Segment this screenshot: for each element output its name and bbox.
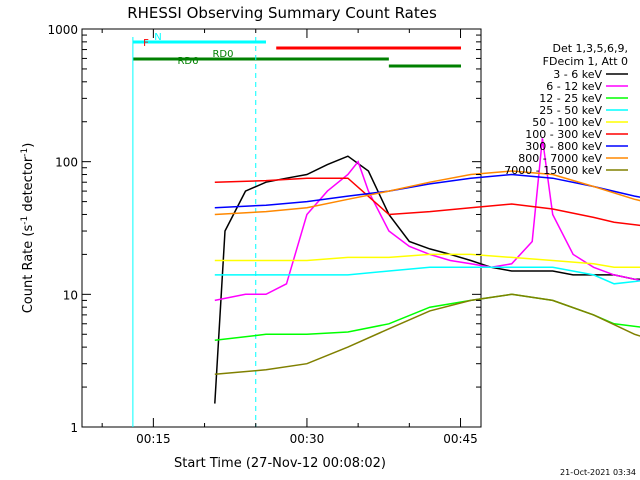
x-tick-label-0: 00:15 <box>136 432 171 446</box>
series-1 <box>214 138 640 302</box>
flag-label-rd0: RD0 <box>212 49 233 60</box>
axes: 00:15 00:30 00:45 1 10 100 1000 <box>47 23 481 446</box>
flag-label-n: N <box>154 32 161 43</box>
vertical-markers <box>132 37 257 427</box>
x-axis-label: Start Time (27-Nov-12 00:08:02) <box>174 456 386 471</box>
legend-label-1: 6 - 12 keV <box>546 80 602 93</box>
flag-label-rd6: RD6 <box>177 56 198 67</box>
y-tick-label-0: 1 <box>70 421 78 435</box>
legend-label-0: 3 - 6 keV <box>553 68 602 81</box>
legend-label-4: 50 - 100 keV <box>532 116 602 129</box>
series-3 <box>214 266 640 285</box>
series-5 <box>214 177 640 227</box>
legend-header-1: Det 1,3,5,6,9, <box>552 42 628 55</box>
legend-label-5: 100 - 300 keV <box>525 128 602 141</box>
y-axis-label: Count Rate (s-1 detector-1) <box>20 143 36 314</box>
plot-frame <box>81 28 482 428</box>
x-tick-label-1: 00:30 <box>290 432 325 446</box>
legend-label-3: 25 - 50 keV <box>539 104 602 117</box>
series-4 <box>214 253 640 269</box>
legend-header-2: FDecim 1, Att 0 <box>543 55 628 68</box>
data-series <box>214 138 640 404</box>
series-0 <box>214 155 640 404</box>
flag-bars: NF RD0 RD6 <box>132 32 461 68</box>
legend-label-6: 300 - 800 keV <box>525 140 602 153</box>
y-tick-label-3: 1000 <box>47 23 78 37</box>
flag-label-f: F <box>143 38 149 49</box>
chart-title: RHESSI Observing Summary Count Rates <box>127 4 437 22</box>
series-8 <box>214 293 640 375</box>
y-tick-label-2: 100 <box>55 156 78 170</box>
series-2 <box>214 293 640 342</box>
legend-label-8: 7000 - 15000 keV <box>504 164 602 177</box>
series-7 <box>214 170 640 216</box>
legend: Det 1,3,5,6,9, FDecim 1, Att 0 3 - 6 keV… <box>504 42 628 177</box>
y-tick-label-1: 10 <box>63 288 78 302</box>
legend-label-7: 800 - 7000 keV <box>518 152 602 165</box>
x-tick-label-2: 00:45 <box>443 432 478 446</box>
timestamp: 21-Oct-2021 03:34 <box>560 468 636 477</box>
legend-label-2: 12 - 25 keV <box>539 92 602 105</box>
